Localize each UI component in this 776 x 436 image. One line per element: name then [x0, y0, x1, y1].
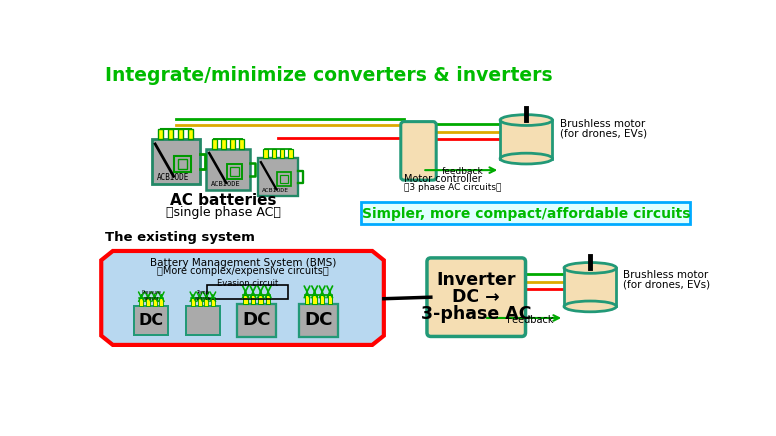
Ellipse shape: [500, 115, 553, 126]
Bar: [289, 149, 293, 158]
Text: DC →: DC →: [452, 288, 500, 306]
Bar: [277, 172, 291, 186]
Text: （More complex/expensive circuits）: （More complex/expensive circuits）: [157, 266, 329, 276]
Bar: [230, 167, 239, 176]
Ellipse shape: [564, 262, 616, 273]
Bar: [134, 306, 168, 335]
Text: (for drones, EVs): (for drones, EVs): [623, 279, 711, 289]
Bar: [152, 140, 199, 184]
Bar: [140, 298, 144, 306]
Text: ACBIODE: ACBIODE: [210, 181, 241, 187]
FancyBboxPatch shape: [361, 202, 691, 224]
Bar: [251, 295, 255, 304]
Text: Pressure
sensor: Pressure sensor: [141, 290, 161, 301]
Bar: [206, 285, 289, 299]
Bar: [263, 149, 268, 158]
Bar: [211, 298, 215, 306]
Bar: [239, 139, 244, 149]
Text: Brushless motor: Brushless motor: [560, 119, 646, 129]
Text: Battery Management System (BMS): Battery Management System (BMS): [150, 258, 336, 268]
Text: Simpler, more compact/affordable circuits: Simpler, more compact/affordable circuit…: [362, 207, 691, 221]
Bar: [258, 158, 299, 196]
Bar: [299, 304, 338, 337]
Bar: [221, 139, 226, 149]
Text: Motor controller: Motor controller: [404, 174, 482, 184]
Ellipse shape: [564, 301, 616, 312]
Bar: [320, 295, 324, 304]
Text: AC batteries: AC batteries: [171, 193, 277, 208]
FancyBboxPatch shape: [427, 258, 525, 337]
Bar: [146, 298, 150, 306]
Bar: [168, 129, 173, 140]
Text: Evasion circuit: Evasion circuit: [217, 279, 278, 288]
Bar: [258, 295, 263, 304]
Bar: [230, 139, 235, 149]
Text: The existing system: The existing system: [105, 231, 255, 244]
Text: Feedback: Feedback: [507, 315, 553, 324]
Bar: [185, 306, 220, 335]
Bar: [237, 304, 276, 337]
Bar: [206, 149, 251, 190]
Text: DC: DC: [243, 311, 271, 329]
Bar: [178, 159, 188, 169]
Bar: [305, 295, 309, 304]
Bar: [153, 298, 157, 306]
Bar: [204, 298, 208, 306]
Text: Inverter: Inverter: [436, 271, 516, 289]
Bar: [272, 149, 276, 158]
Bar: [280, 175, 288, 183]
Text: ACBIODE: ACBIODE: [262, 188, 289, 193]
Bar: [327, 295, 332, 304]
Text: Brushless motor: Brushless motor: [623, 270, 708, 280]
Bar: [243, 295, 248, 304]
Bar: [198, 298, 202, 306]
Text: 3-phase AC: 3-phase AC: [421, 305, 532, 323]
Bar: [158, 129, 163, 140]
Bar: [175, 156, 192, 173]
Text: （single phase AC）: （single phase AC）: [166, 205, 281, 218]
Bar: [212, 139, 217, 149]
Bar: [188, 129, 193, 140]
Polygon shape: [101, 251, 384, 345]
Text: (for drones, EVs): (for drones, EVs): [560, 128, 647, 138]
Bar: [313, 295, 317, 304]
Text: Integrate/minimize converters & inverters: Integrate/minimize converters & inverter…: [105, 66, 553, 85]
FancyBboxPatch shape: [400, 122, 436, 180]
Bar: [227, 164, 242, 179]
Bar: [159, 298, 163, 306]
Text: DC: DC: [304, 311, 333, 329]
Bar: [280, 149, 285, 158]
Text: ACBIODE: ACBIODE: [157, 174, 189, 182]
Bar: [266, 295, 270, 304]
Ellipse shape: [500, 153, 553, 164]
Text: Temp
sensor: Temp sensor: [195, 290, 210, 301]
Bar: [178, 129, 183, 140]
Bar: [191, 298, 195, 306]
Text: （3 phase AC circuits）: （3 phase AC circuits）: [404, 183, 501, 192]
Bar: [564, 268, 616, 307]
Text: feedback: feedback: [442, 167, 483, 176]
Text: DC: DC: [139, 313, 164, 328]
Bar: [500, 120, 553, 159]
